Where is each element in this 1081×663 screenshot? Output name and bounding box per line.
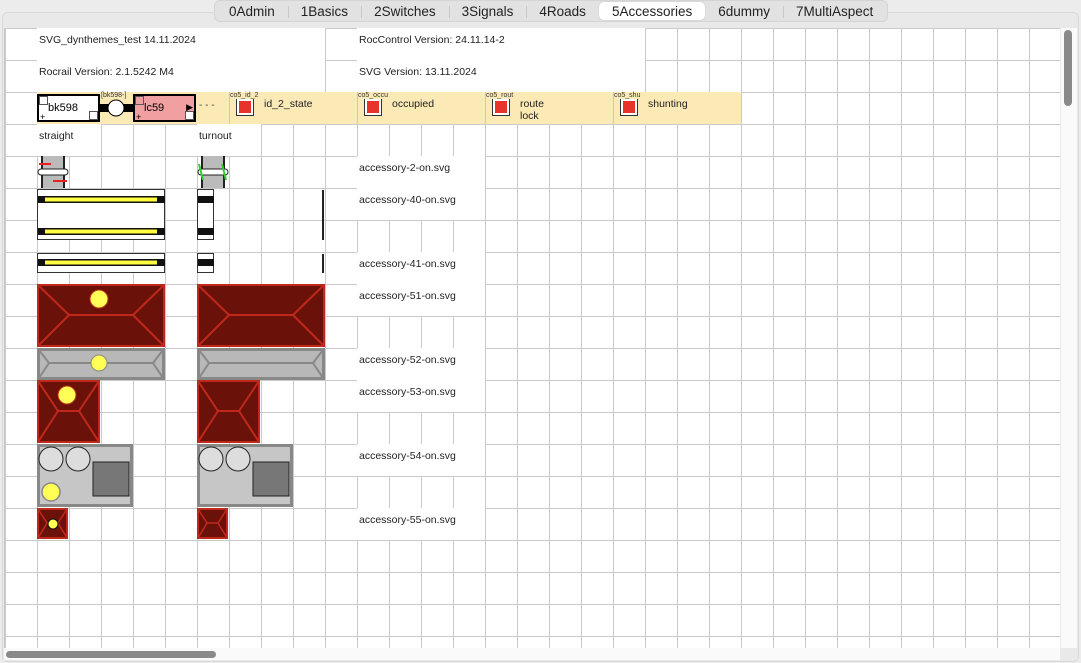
vertical-scrollbar[interactable] — [1061, 28, 1077, 648]
output-on-icon — [492, 98, 510, 116]
accessory-label: accessory-40-on.svg — [357, 188, 486, 221]
tab-bar: 0Admin 1Basics 2Switches 3Signals 4Roads… — [214, 0, 889, 22]
tab-basics[interactable]: 1Basics — [287, 2, 361, 20]
tab-multiaspect[interactable]: 7MultiAspect — [783, 2, 886, 20]
output-id-2[interactable]: co5_id_2 id_2_state — [229, 92, 312, 124]
accessory-label: accessory-2-on.svg — [357, 156, 486, 189]
output-on-icon — [620, 98, 638, 116]
turnout-header: turnout — [197, 124, 262, 157]
scrollbar-thumb[interactable] — [1064, 30, 1072, 106]
connector-label: [bk598-] — [101, 92, 127, 99]
tab-roads[interactable]: 4Roads — [526, 2, 599, 20]
accessory-55-straight-icon[interactable] — [37, 508, 69, 540]
accessory-54-turnout-icon[interactable] — [197, 444, 294, 508]
accessory-41-turnout-icon[interactable] — [197, 253, 327, 279]
connector-track[interactable] — [99, 94, 134, 122]
accessory-40-turnout-icon[interactable] — [197, 189, 327, 245]
track-dashes: - - - — [199, 100, 215, 111]
accessory-2-straight-icon[interactable] — [37, 156, 70, 188]
accessory-label: accessory-41-on.svg — [357, 252, 486, 285]
tab-admin[interactable]: 0Admin — [229, 4, 275, 19]
accessory-54-straight-icon[interactable] — [37, 444, 134, 508]
output-shunting[interactable]: co5_shu shunting — [613, 92, 688, 124]
track-plan-grid[interactable]: SVG_dynthemes_test 14.11.2024 RocControl… — [4, 28, 1060, 648]
accessory-label: accessory-55-on.svg — [357, 508, 486, 541]
accessory-52-straight-icon[interactable] — [37, 348, 166, 380]
accessory-label: accessory-51-on.svg — [357, 284, 486, 317]
accessory-53-turnout-icon[interactable] — [197, 380, 261, 444]
accessory-2-turnout-icon[interactable] — [197, 156, 230, 188]
accessory-label: accessory-52-on.svg — [357, 348, 486, 381]
scrollbar-thumb[interactable] — [6, 651, 216, 658]
output-occupied[interactable]: co5_occu occupied — [357, 92, 434, 124]
rocrail-version-text: Rocrail Version: 2.1.5242 M4 — [37, 60, 326, 93]
tab-signals[interactable]: 3Signals — [448, 2, 527, 20]
block-label: lc59 — [144, 102, 165, 114]
tab-dummy[interactable]: 6dummy — [718, 4, 770, 19]
accessory-53-straight-icon[interactable] — [37, 380, 101, 444]
title-text: SVG_dynthemes_test 14.11.2024 — [37, 28, 326, 61]
tab-accessories[interactable]: 5Accessories — [598, 2, 706, 20]
accessory-52-turnout-icon[interactable] — [197, 348, 326, 380]
accessory-label: accessory-53-on.svg — [357, 380, 486, 413]
accessory-55-turnout-icon[interactable] — [197, 508, 229, 540]
block-label: bk598 — [48, 102, 78, 114]
accessory-41-straight-icon[interactable] — [37, 253, 166, 279]
output-on-icon — [236, 98, 254, 116]
accessory-label: accessory-54-on.svg — [357, 444, 486, 477]
output-on-icon — [364, 98, 382, 116]
block-bk598[interactable]: + bk598 — [37, 94, 100, 122]
roccontrol-version-text: RocControl Version: 24.11.14-2 — [357, 28, 646, 61]
output-route-lock[interactable]: co5_rout route lock — [485, 92, 544, 124]
block-lc59[interactable]: + ▶ lc59 — [133, 94, 196, 122]
horizontal-scrollbar[interactable] — [4, 648, 1060, 660]
accessory-40-straight-icon[interactable] — [37, 189, 166, 245]
tab-switches[interactable]: 2Switches — [361, 2, 449, 20]
accessory-51-straight-icon[interactable] — [37, 284, 166, 348]
direction-arrow-icon: ▶ — [186, 102, 193, 112]
accessory-51-turnout-icon[interactable] — [197, 284, 326, 348]
svg-version-text: SVG Version: 13.11.2024 — [357, 60, 646, 93]
straight-header: straight — [37, 124, 102, 157]
